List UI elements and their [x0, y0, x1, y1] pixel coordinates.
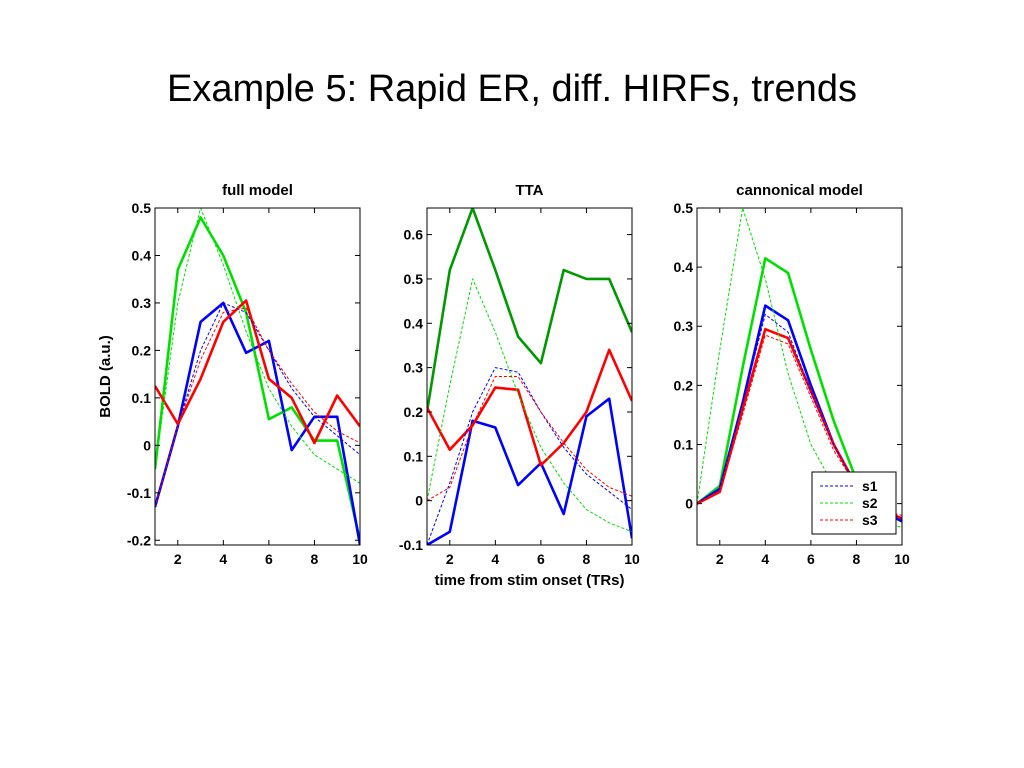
- x-tick-label: 6: [807, 551, 815, 567]
- series-line-s2-dashed: [697, 208, 902, 528]
- legend-label-s3: s3: [862, 512, 878, 528]
- x-tick-label: 6: [265, 551, 273, 567]
- chart-3: 2 4 6 8 10 0 0.1 0.2 0.3 0.4 0.5 cannonical model s1…: [674, 182, 910, 567]
- y-tick-label: 0.1: [404, 448, 424, 464]
- chart-2: 2 4 6 8 10 -0.1 0 0.1 0.2 0.3 0.4 0.5 0.6 TTA time fro…: [399, 182, 640, 589]
- x-tick-label: 10: [352, 551, 368, 567]
- y-tick-label: 0.4: [132, 247, 152, 263]
- axes-box: [696, 207, 903, 546]
- series-line-s2-dashed: [155, 208, 360, 484]
- slide-title: Example 5: Rapid ER, diff. HIRFs, trends: [167, 68, 857, 110]
- chart-title: cannonical model: [736, 182, 863, 199]
- series-line-s1-dashed: [155, 302, 360, 508]
- series-line-s2-dashed: [427, 278, 632, 533]
- x-tick-label: 4: [491, 551, 499, 567]
- series-line-s2_dark-solid: [427, 208, 632, 413]
- y-tick-label: 0.1: [674, 436, 694, 452]
- series-line-s3-solid: [427, 348, 632, 467]
- x-tick-label: 4: [219, 551, 227, 567]
- x-tick-label: 6: [537, 551, 545, 567]
- x-tick-label: 8: [853, 551, 861, 567]
- x-tick-label: 10: [624, 551, 640, 567]
- chart-title: TTA: [515, 182, 543, 199]
- y-axis-label: BOLD (a.u.): [97, 335, 114, 418]
- y-tick-label: 0.2: [404, 404, 424, 420]
- x-tick-label: 4: [761, 551, 769, 567]
- x-tick-label: 8: [583, 551, 591, 567]
- series-line-s1-dashed: [427, 367, 632, 545]
- y-tick-label: 0: [685, 496, 693, 512]
- y-tick-label: 0.3: [674, 318, 694, 334]
- y-tick-label: -0.1: [127, 485, 151, 501]
- plot-lines: [427, 208, 632, 545]
- x-tick-label: 2: [716, 551, 724, 567]
- y-tick-label: 0.6: [404, 227, 424, 243]
- y-tick-label: 0.4: [674, 259, 694, 275]
- series-line-s2-solid: [155, 216, 360, 541]
- y-tick-label: 0.4: [404, 315, 424, 331]
- y-tick-label: 0.3: [132, 295, 152, 311]
- chart-1: 2 4 6 8 10 -0.2 -0.1 0 0.1 0.2 0.3 0.4 0.5 full model…: [97, 182, 368, 567]
- y-tick-label: -0.1: [399, 537, 423, 553]
- y-tick-label: 0.5: [404, 271, 424, 287]
- axes-box: [426, 207, 633, 546]
- plot-lines: [155, 208, 360, 545]
- y-tick-label: 0.2: [674, 377, 694, 393]
- y-tick-label: 0.3: [404, 360, 424, 376]
- series-line-s1-solid: [427, 397, 632, 545]
- y-tick-label: 0.5: [132, 200, 152, 216]
- series-line-s3-solid: [155, 299, 360, 445]
- y-tick-label: 0.5: [674, 200, 694, 216]
- x-tick-label: 2: [446, 551, 454, 567]
- y-tick-label: 0.1: [132, 390, 152, 406]
- axes-box: [154, 207, 361, 546]
- y-tick-label: 0: [415, 493, 423, 509]
- y-tick-label: 0: [143, 437, 151, 453]
- series-line-s3-dashed: [427, 376, 632, 502]
- x-tick-label: 10: [894, 551, 910, 567]
- x-tick-label: 2: [174, 551, 182, 567]
- y-tick-label: 0.2: [132, 342, 152, 358]
- legend-label-s1: s1: [862, 478, 878, 494]
- legend-label-s2: s2: [862, 495, 878, 511]
- chart-title: full model: [222, 182, 293, 199]
- x-tick-label: 8: [311, 551, 319, 567]
- x-axis-label: time from stim onset (TRs): [434, 572, 624, 589]
- y-tick-label: -0.2: [127, 532, 151, 548]
